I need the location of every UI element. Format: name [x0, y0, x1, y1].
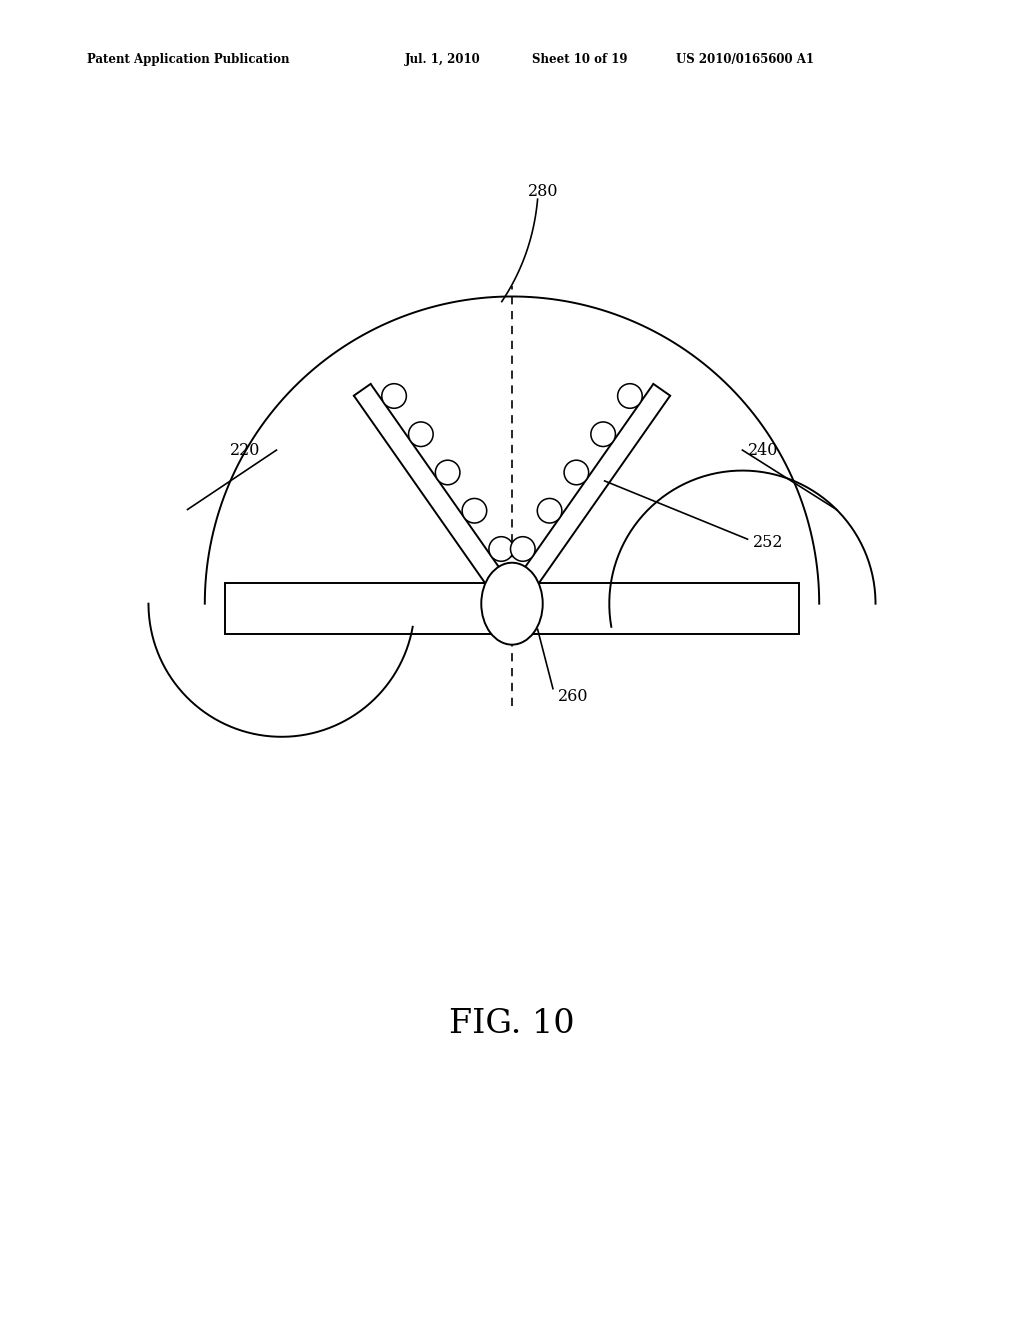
Text: 280: 280 — [527, 183, 558, 201]
Circle shape — [591, 422, 615, 446]
Text: 252: 252 — [753, 535, 783, 552]
Circle shape — [538, 499, 562, 523]
Text: US 2010/0165600 A1: US 2010/0165600 A1 — [676, 53, 814, 66]
Circle shape — [409, 422, 433, 446]
Circle shape — [488, 537, 513, 561]
Circle shape — [564, 461, 589, 484]
Bar — [225, 583, 799, 635]
Circle shape — [511, 537, 536, 561]
Text: Jul. 1, 2010: Jul. 1, 2010 — [404, 53, 480, 66]
Text: Sheet 10 of 19: Sheet 10 of 19 — [532, 53, 628, 66]
Text: 240: 240 — [748, 442, 778, 459]
Circle shape — [382, 384, 407, 408]
Text: Patent Application Publication: Patent Application Publication — [87, 53, 290, 66]
Text: 220: 220 — [230, 442, 261, 459]
Circle shape — [617, 384, 642, 408]
Circle shape — [462, 499, 486, 523]
Ellipse shape — [481, 562, 543, 644]
Circle shape — [435, 461, 460, 484]
Text: FIG. 10: FIG. 10 — [450, 1007, 574, 1040]
Text: 260: 260 — [558, 688, 589, 705]
